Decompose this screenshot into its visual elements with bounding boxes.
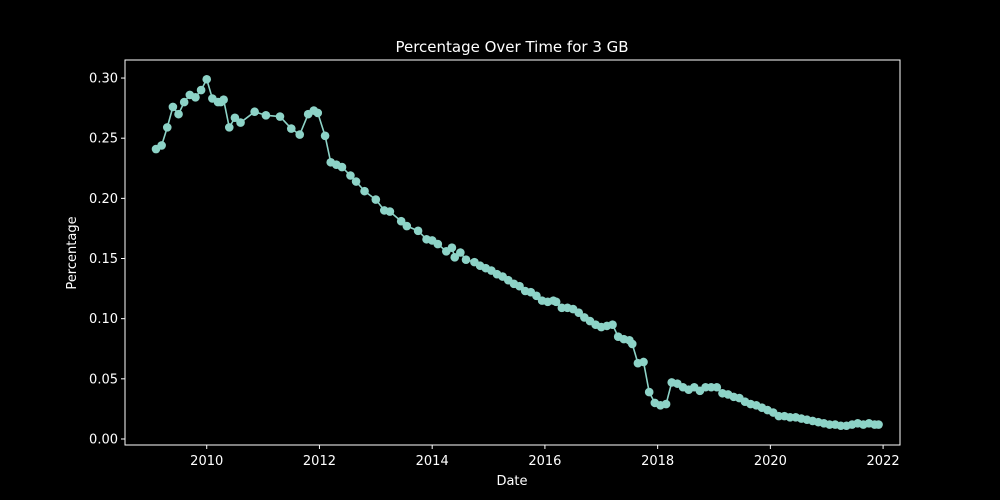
y-axis-ticks: 0.00 0.05 0.10 0.15 0.20 0.25 0.30 [89,72,125,447]
chart-title: Percentage Over Time for 3 GB [395,38,628,56]
data-point [450,253,460,262]
y-tick-label: 0.15 [89,252,118,267]
data-point [275,112,285,121]
data-point [191,92,200,102]
data-point [157,141,166,150]
data-point [168,102,178,112]
data-point [224,123,234,132]
data-point [351,177,361,186]
data-point [402,221,412,231]
data-point [456,248,465,257]
data-point [320,131,330,141]
data-point [608,320,617,329]
data-point [261,111,271,120]
data-point [574,308,584,317]
x-axis-label: Date [496,474,527,489]
data-point [874,420,883,429]
x-tick-label: 2018 [641,454,674,469]
data-point [396,216,406,226]
data-point [627,339,637,349]
data-point [286,124,296,133]
data-point [447,243,457,252]
data-point [371,195,381,204]
data-point [360,186,369,196]
data-point [174,109,183,119]
data-point [661,399,671,409]
series-layer [151,74,883,431]
data-point [162,123,172,132]
x-tick-label: 2012 [303,454,336,469]
data-point [515,281,524,291]
y-tick-label: 0.25 [89,132,118,147]
x-tick-label: 2016 [528,454,561,469]
x-axis-ticks: 2010 2012 2014 2016 2018 2020 2022 [190,445,900,469]
y-tick-label: 0.05 [89,372,118,387]
y-tick-label: 0.30 [89,72,118,87]
data-point [346,171,355,180]
data-point [230,113,240,123]
data-point [236,118,245,127]
data-point [532,291,541,301]
x-tick-label: 2022 [867,454,900,469]
data-point [219,95,228,105]
data-point [196,85,206,95]
data-point [179,97,189,107]
data-point [644,387,654,397]
data-point [413,226,423,236]
x-tick-label: 2020 [754,454,787,469]
data-point [639,357,648,367]
y-axis-label: Percentage [65,216,80,289]
y-tick-label: 0.20 [89,192,118,207]
data-point [337,162,347,172]
x-tick-label: 2010 [190,454,223,469]
data-point [202,74,212,84]
x-tick-label: 2014 [416,454,449,469]
data-point [250,107,259,117]
plot-frame [124,59,901,446]
data-point [385,207,395,216]
data-point [313,108,323,118]
y-tick-label: 0.10 [89,312,118,327]
data-point [712,382,722,392]
data-point [295,130,305,139]
y-tick-label: 0.00 [89,432,118,447]
data-point [461,255,471,265]
data-point [551,297,561,307]
data-point [433,239,443,249]
